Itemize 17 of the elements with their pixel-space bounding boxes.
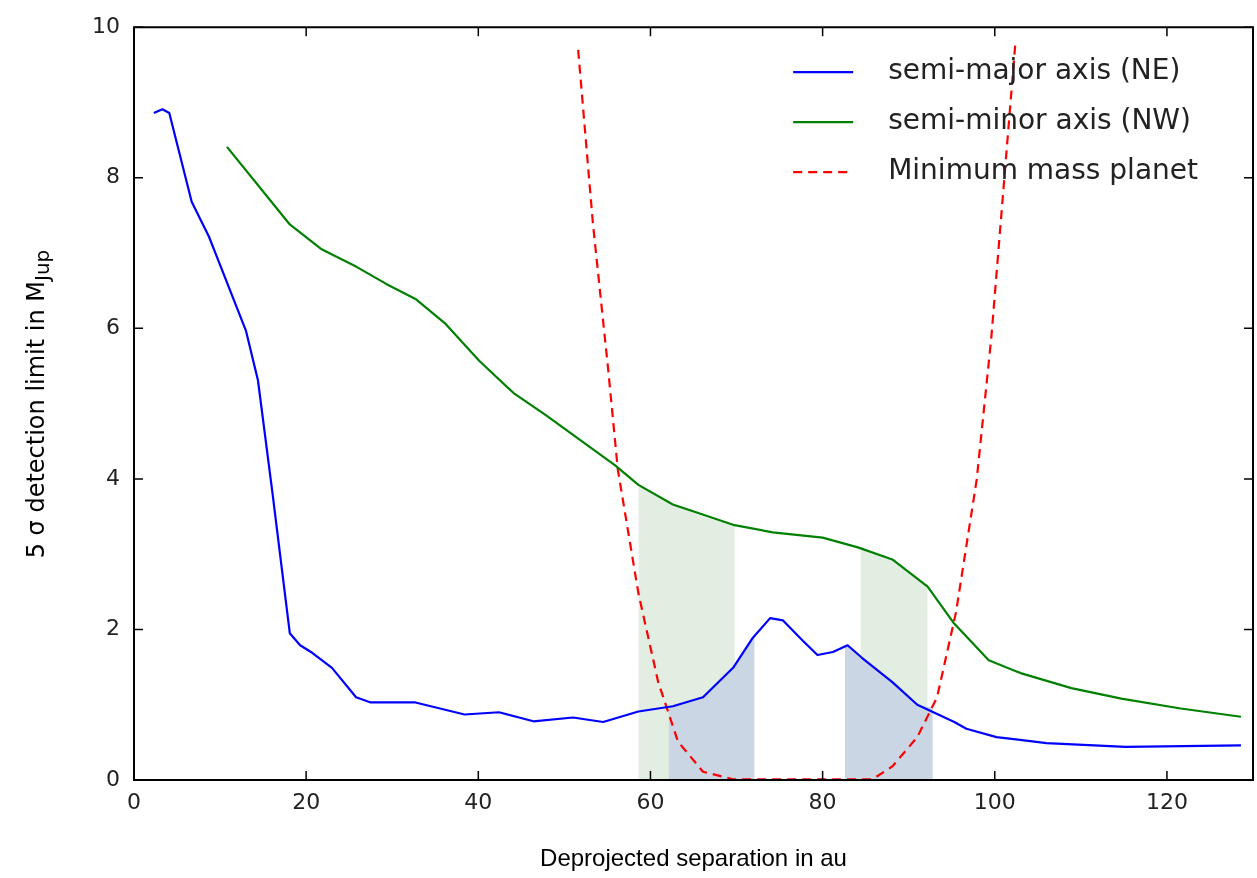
x-tick-label: 100 xyxy=(973,788,1016,814)
x-tick-label: 80 xyxy=(808,788,837,814)
x-tick-label: 20 xyxy=(292,788,321,814)
y-tick-label: 0 xyxy=(106,765,120,791)
y-tick-label: 4 xyxy=(106,464,120,490)
y-tick-label: 2 xyxy=(106,615,120,641)
x-tick-label: 0 xyxy=(127,788,141,814)
legend-label: Minimum mass planet xyxy=(888,153,1199,187)
legend-label: semi-major axis (NE) xyxy=(888,53,1181,87)
y-tick-label: 10 xyxy=(92,12,120,38)
y-tick-label: 8 xyxy=(106,163,120,189)
legend-label: semi-minor axis (NW) xyxy=(888,103,1191,137)
x-axis-title: Deprojected separation in au xyxy=(540,844,847,872)
x-tick-label: 120 xyxy=(1145,788,1188,814)
x-tick-label: 40 xyxy=(464,788,493,814)
y-tick-label: 6 xyxy=(106,314,120,340)
x-tick-label: 60 xyxy=(636,788,665,814)
